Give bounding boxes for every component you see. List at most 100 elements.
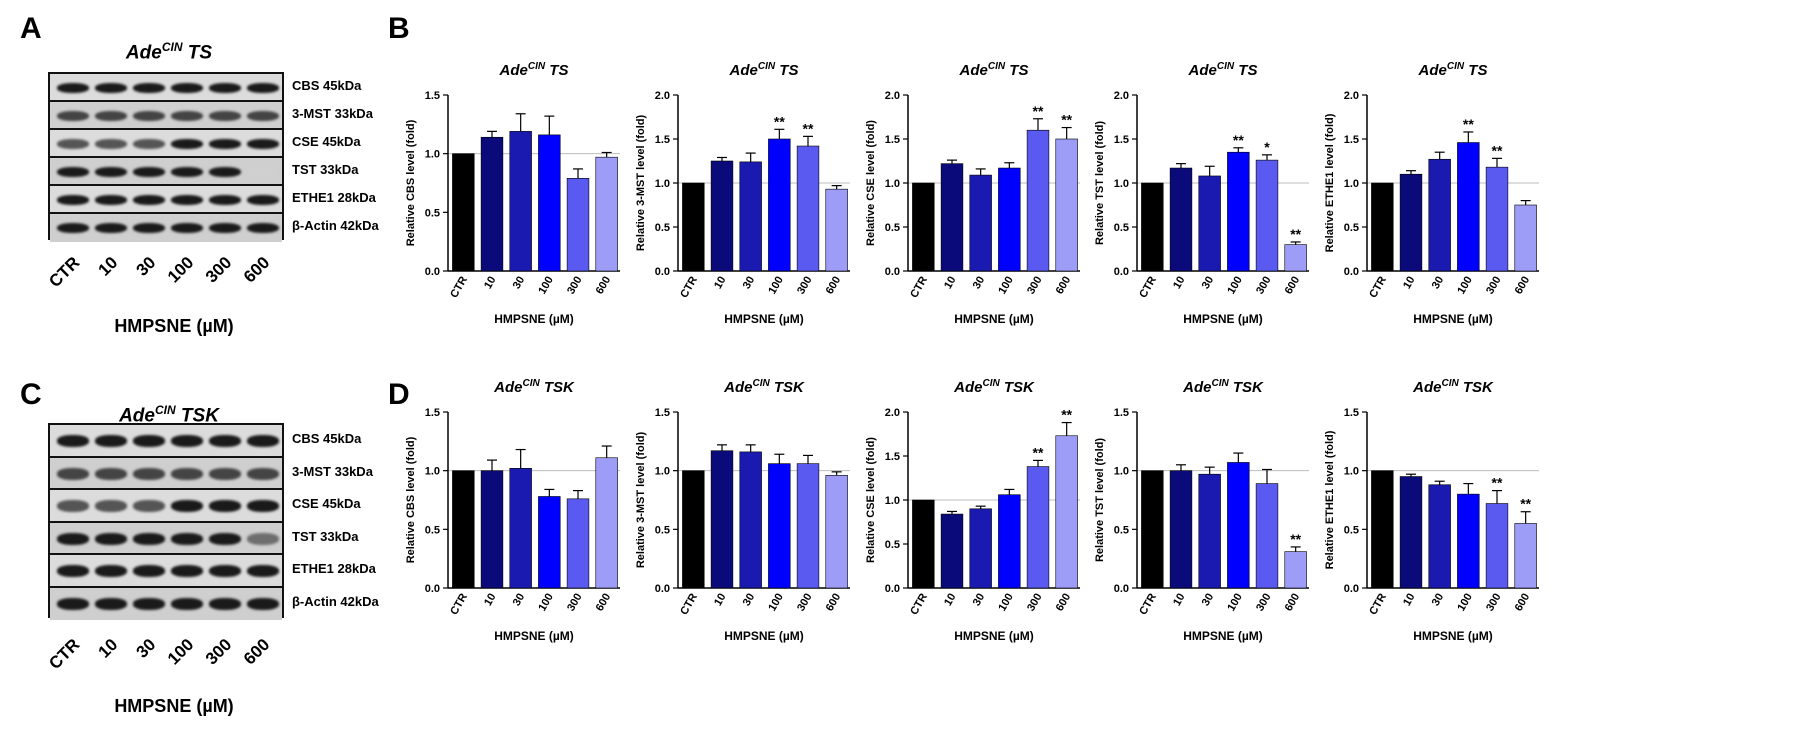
blot-band (247, 500, 279, 513)
y-tick-label: 1.0 (1344, 178, 1359, 190)
chart-title: AdeCIN TS (1418, 61, 1488, 79)
blot-band (247, 194, 279, 206)
bar (1399, 476, 1423, 589)
x-tick-label: 100 (1455, 275, 1475, 297)
blot-strip (50, 555, 282, 588)
blot-title-a: AdeCIN TS (55, 40, 283, 64)
blot-band (95, 532, 127, 545)
blot-band (133, 500, 165, 513)
x-tick-label: 300 (1484, 275, 1504, 297)
y-tick-label: 0.0 (885, 266, 900, 278)
y-tick-label: 1.0 (885, 495, 900, 507)
y-tick-label: 0.0 (655, 266, 670, 278)
significance-marker: ** (1520, 496, 1531, 512)
blot-title-suffix: TSK (175, 405, 219, 427)
significance-marker: ** (1492, 475, 1503, 491)
blot-strip (50, 457, 282, 490)
x-tick-label: CTR (448, 591, 470, 617)
bar-chart: AdeCIN TSK 0.0 0.5 1.0 1.5 Relative ETHE1 lev… (1324, 378, 1539, 643)
bar (1227, 151, 1250, 272)
y-tick-label: 0.0 (425, 583, 440, 595)
chart-title: AdeCIN TS (1188, 61, 1258, 79)
blot-title-gene: Ade (119, 405, 155, 427)
x-tick-label: CTR (1137, 274, 1159, 300)
x-tick-label: 30 (511, 592, 528, 609)
y-tick-label: 1.0 (1114, 466, 1129, 478)
bar (1141, 470, 1164, 589)
blot-band (133, 597, 165, 610)
blot-title-sup: CIN (154, 403, 176, 417)
x-axis-label: HMPSNE (µM) (494, 312, 574, 326)
bar (1198, 473, 1221, 589)
bar (595, 156, 618, 272)
blot-band (209, 194, 241, 206)
x-tick-label: 600 (1054, 592, 1074, 614)
y-tick-label: 0.5 (655, 524, 670, 536)
chart-title: AdeCIN TS (729, 61, 799, 79)
blot-band (95, 194, 127, 206)
x-tick-label: CTR (678, 591, 700, 617)
blot-protein-label: CBS 45kDa (292, 431, 362, 447)
x-tick-label: 300 (795, 275, 815, 297)
y-tick-label: 1.0 (655, 466, 670, 478)
bar (538, 496, 561, 589)
bar (509, 468, 532, 589)
blot-band (171, 166, 203, 178)
x-tick-label: 30 (741, 275, 758, 292)
blot-band (171, 597, 203, 610)
blot-strip (50, 74, 282, 102)
blot-band (133, 82, 165, 94)
blot-band (171, 435, 203, 448)
blot-protein-label: TST 33kDa (292, 528, 359, 544)
x-tick-label: 300 (1254, 275, 1274, 297)
blot-protein-label: 3-MST 33kDa (292, 463, 373, 479)
blot-band (95, 138, 127, 150)
x-tick-label: CTR (1367, 591, 1389, 617)
blot-band (57, 82, 89, 94)
x-tick-label: 10 (1401, 275, 1418, 292)
blot-band (247, 435, 279, 448)
bar (912, 182, 935, 272)
bar (509, 131, 532, 272)
blot-band (57, 500, 89, 513)
chart-title: AdeCIN TSK (1182, 378, 1264, 396)
blot-strip (50, 587, 282, 620)
x-tick-label: 300 (565, 592, 585, 614)
blot-band (95, 565, 127, 578)
bar (1284, 551, 1307, 589)
blot-protein-label: β-Actin 42kDa (292, 593, 379, 609)
bar-chart: AdeCIN TS 0.0 0.5 1.0 1.5 2.0 Relative TST lev… (1094, 61, 1309, 326)
blot-box-a (48, 72, 284, 242)
blot-band (95, 597, 127, 610)
blot-strip (50, 158, 282, 186)
chart-title: AdeCIN TS (499, 61, 569, 79)
x-tick-label: CTR (908, 591, 930, 617)
x-tick-label: 10 (942, 275, 959, 292)
significance-marker: ** (1033, 444, 1044, 460)
blot-band (133, 565, 165, 578)
x-tick-label: 600 (1054, 275, 1074, 297)
x-tick-label: 100 (996, 592, 1016, 614)
x-axis-label: HMPSNE (µM) (954, 629, 1034, 643)
y-tick-label: 1.5 (425, 90, 440, 102)
y-tick-label: 0.0 (1344, 583, 1359, 595)
x-tick-label: 100 (536, 275, 556, 297)
blot-band (247, 222, 279, 234)
x-tick-label: CTR (448, 274, 470, 300)
bar (682, 182, 705, 272)
y-tick-label: 0.0 (655, 583, 670, 595)
significance-marker: ** (1061, 112, 1072, 128)
bar (1457, 493, 1480, 589)
bar (940, 163, 964, 272)
blot-band (209, 500, 241, 513)
x-tick-label: 600 (1283, 275, 1303, 297)
bar (538, 134, 561, 272)
y-tick-label: 1.5 (1114, 134, 1129, 146)
bar (912, 499, 935, 589)
blot-band (95, 166, 127, 178)
bar (1371, 182, 1394, 272)
bar (480, 470, 504, 589)
bar (739, 161, 762, 272)
y-tick-label: 1.0 (425, 466, 440, 478)
